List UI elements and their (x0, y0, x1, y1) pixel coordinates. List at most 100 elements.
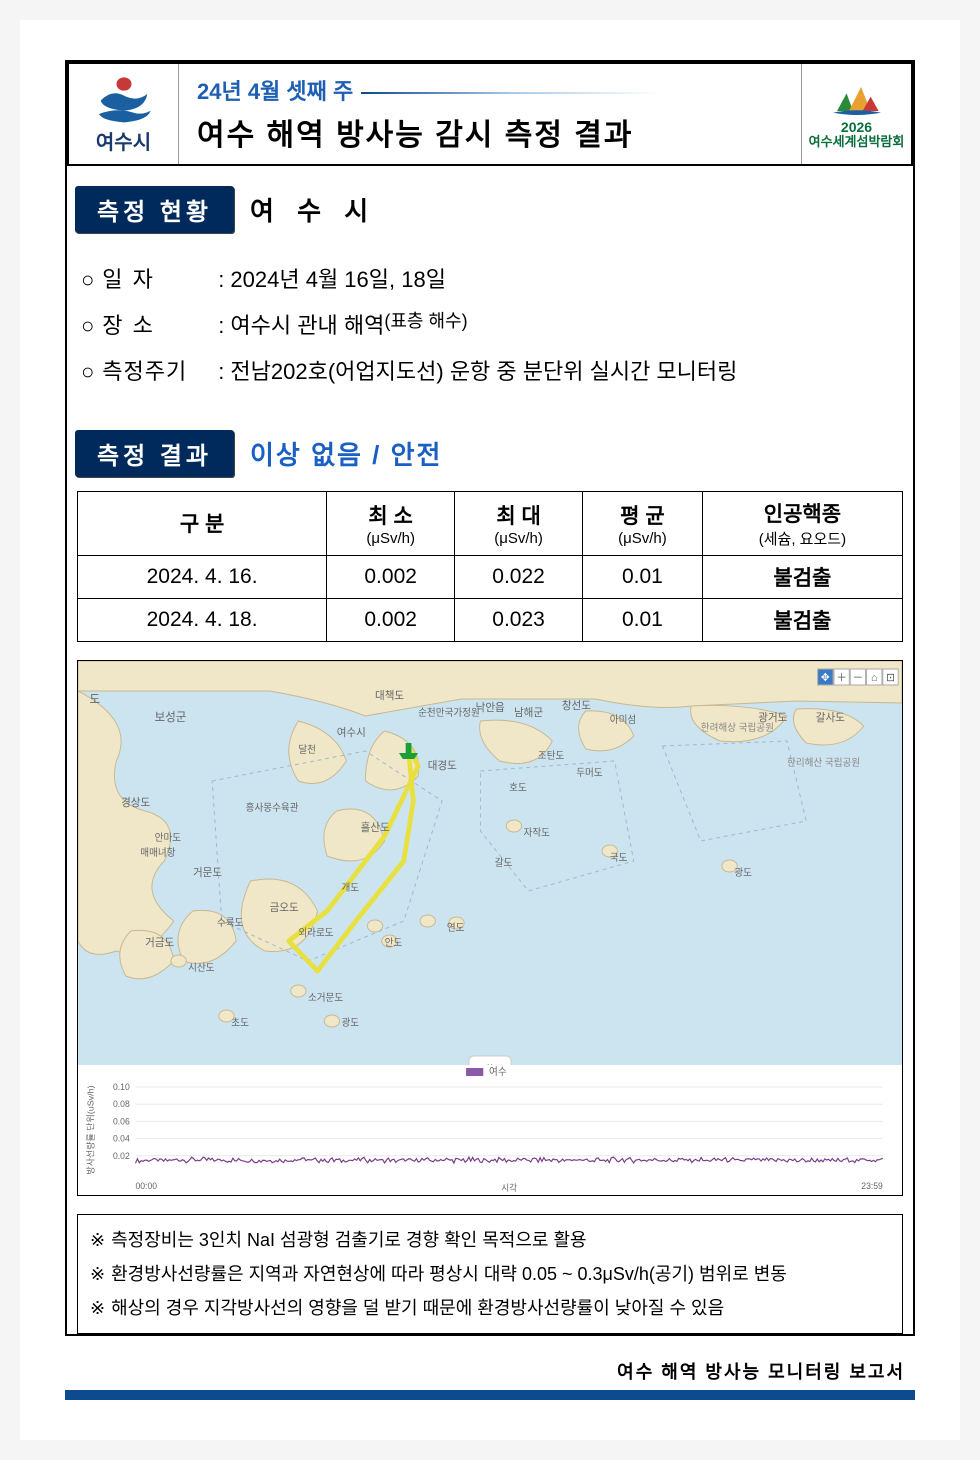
outer-border: 여수시 24년 4월 셋째 주 여수 해역 방사능 감시 측정 결과 2026 … (65, 60, 915, 1336)
map-container: 보성군 대책도순천만국가정원낙안읍 남해군 창선도여수시 아미섬달천대경도호도 조탄도두머… (77, 660, 903, 1196)
svg-text:창선도: 창선도 (562, 699, 591, 711)
svg-text:수륙도: 수륙도 (217, 916, 243, 928)
svg-text:호도: 호도 (509, 781, 527, 793)
table-header: 최 대(μSv/h) (455, 491, 583, 555)
svg-text:낙안읍: 낙안읍 (476, 701, 505, 713)
svg-text:⌂: ⌂ (871, 671, 877, 683)
svg-text:0.06: 0.06 (113, 1116, 130, 1126)
header-date-line: 24년 4월 셋째 주 (197, 74, 783, 106)
svg-text:0.10: 0.10 (113, 1081, 130, 1091)
info-place-small: (표층 해수) (384, 303, 467, 349)
svg-text:안마도: 안마도 (155, 831, 181, 843)
table-row: 2024. 4. 16.0.0020.0220.01불검출 (78, 555, 903, 598)
status-location: 여 수 시 (250, 191, 376, 228)
dose-rate-chart[interactable]: 여수0.020.040.060.080.10방사선량률 단위(uSv/h)00:… (78, 1065, 902, 1195)
svg-text:소거문도: 소거문도 (308, 991, 343, 1003)
info-date-row: ○ 일 자 : 2024년 4월 16일, 18일 (81, 257, 899, 303)
note-row: ※해상의 경우 지각방사선의 영향을 덜 받기 때문에 환경방사선량률이 낮아질… (90, 1291, 890, 1325)
info-list: ○ 일 자 : 2024년 4월 16일, 18일 ○ 장 소 : 여수시 관내… (67, 247, 913, 416)
svg-text:보성군: 보성군 (155, 710, 187, 723)
measurement-table: 구 분최 소(μSv/h)최 대(μSv/h)평 균(μSv/h)인공핵종(세슘… (77, 491, 903, 642)
bullet-icon: ○ (81, 303, 94, 349)
yeosu-logo-text: 여수시 (96, 126, 151, 155)
svg-text:조탄도: 조탄도 (538, 749, 564, 761)
svg-text:0.02: 0.02 (113, 1150, 130, 1160)
svg-text:0.04: 0.04 (113, 1133, 130, 1143)
section-result: 측정 결과 이상 없음 / 안전 (75, 430, 913, 477)
expo-logo: 2026 여수세계섬박람회 (801, 64, 911, 164)
note-row: ※환경방사선량률은 지역과 자연현상에 따라 평상시 대략 0.05 ~ 0.3… (90, 1257, 890, 1291)
expo-year: 2026 (841, 119, 872, 135)
info-place-label: 장 소 (102, 303, 212, 349)
bullet-icon: ○ (81, 257, 94, 303)
svg-text:안도: 안도 (385, 936, 403, 948)
svg-text:대책도: 대책도 (375, 689, 404, 701)
svg-text:순천만국가정원: 순천만국가정원 (418, 706, 480, 718)
note-text: 해상의 경우 지각방사선의 영향을 덜 받기 때문에 환경방사선량률이 낮아질 … (111, 1291, 724, 1325)
table-cell: 0.022 (455, 555, 583, 598)
page-container: 여수시 24년 4월 셋째 주 여수 해역 방사능 감시 측정 결과 2026 … (20, 20, 960, 1440)
svg-text:광도: 광도 (734, 866, 752, 878)
svg-text:도: 도 (89, 692, 100, 705)
header-center: 24년 4월 셋째 주 여수 해역 방사능 감시 측정 결과 (179, 64, 801, 164)
svg-text:자작도: 자작도 (524, 826, 550, 838)
svg-text:한리해산 국립공원: 한리해산 국립공원 (787, 755, 860, 768)
svg-text:흘산도: 흘산도 (361, 820, 390, 833)
table-cell: 2024. 4. 16. (78, 555, 327, 598)
svg-text:⊡: ⊡ (886, 671, 895, 683)
svg-text:－: － (853, 671, 864, 683)
svg-text:여수: 여수 (489, 1065, 507, 1077)
note-text: 환경방사선량률은 지역과 자연현상에 따라 평상시 대략 0.05 ~ 0.3μ… (111, 1257, 787, 1291)
svg-text:00:00: 00:00 (135, 1180, 157, 1190)
svg-text:남해군: 남해군 (514, 705, 543, 718)
svg-text:갈사도: 갈사도 (816, 710, 845, 723)
header-box: 여수시 24년 4월 셋째 주 여수 해역 방사능 감시 측정 결과 2026 … (67, 62, 913, 166)
svg-text:경상도: 경상도 (121, 795, 150, 808)
table-cell: 0.01 (583, 555, 703, 598)
table-cell: 0.01 (583, 598, 703, 641)
table-cell: 0.002 (327, 555, 455, 598)
info-cycle-label: 측정주기 (102, 349, 212, 395)
table-cell: 2024. 4. 18. (78, 598, 327, 641)
table-header: 인공핵종(세슘, 요오드) (702, 491, 902, 555)
svg-text:여수시: 여수시 (337, 725, 366, 738)
svg-text:광거도: 광거도 (758, 711, 787, 723)
svg-text:거금도: 거금도 (145, 936, 174, 948)
svg-text:금오도: 금오도 (270, 901, 299, 913)
route-map[interactable]: 보성군 대책도순천만국가정원낙안읍 남해군 창선도여수시 아미섬달천대경도호도 조탄도두머… (78, 661, 902, 1071)
svg-text:＋: ＋ (836, 671, 847, 683)
svg-text:거문도: 거문도 (193, 866, 222, 878)
yeosu-logo: 여수시 (69, 64, 179, 164)
svg-text:흥사몽수육관: 흥사몽수육관 (246, 800, 299, 813)
svg-text:시산도: 시산도 (188, 961, 214, 973)
svg-text:✥: ✥ (821, 671, 830, 683)
svg-text:매매녀항: 매매녀항 (140, 846, 175, 858)
table-cell: 불검출 (702, 555, 902, 598)
note-mark-icon: ※ (90, 1257, 105, 1291)
svg-text:외라로도: 외라로도 (298, 926, 333, 938)
inner-container: 여수시 24년 4월 셋째 주 여수 해역 방사능 감시 측정 결과 2026 … (67, 62, 913, 1334)
expo-text: 여수세계섬박람회 (809, 135, 905, 149)
svg-text:개도: 개도 (341, 881, 359, 893)
note-row: ※측정장비는 3인치 NaI 섬광형 검출기로 경향 확인 목적으로 활용 (90, 1223, 890, 1257)
svg-text:달천: 달천 (298, 743, 316, 755)
svg-text:두머도: 두머도 (576, 766, 602, 778)
colon: : (218, 303, 224, 349)
info-place-value: 여수시 관내 해역 (230, 303, 384, 349)
svg-text:국도: 국도 (610, 851, 628, 863)
info-cycle-value: 전남202호(어업지도선) 운항 중 분단위 실시간 모니터링 (230, 349, 737, 395)
yeosu-logo-icon (89, 74, 159, 124)
colon: : (218, 257, 224, 303)
table-cell: 0.002 (327, 598, 455, 641)
svg-text:대경도: 대경도 (428, 758, 457, 771)
info-cycle-row: ○ 측정주기 : 전남202호(어업지도선) 운항 중 분단위 실시간 모니터링 (81, 349, 899, 395)
table-header: 평 균(μSv/h) (583, 491, 703, 555)
info-date-value: 2024년 4월 16일, 18일 (230, 257, 446, 303)
table-cell: 불검출 (702, 598, 902, 641)
bullet-icon: ○ (81, 349, 94, 395)
svg-text:방사선량률 단위(uSv/h): 방사선량률 단위(uSv/h) (85, 1085, 96, 1174)
expo-logo-icon (827, 79, 887, 119)
info-date-label: 일 자 (102, 257, 212, 303)
colon: : (218, 349, 224, 395)
svg-text:아미섬: 아미섬 (610, 713, 636, 725)
